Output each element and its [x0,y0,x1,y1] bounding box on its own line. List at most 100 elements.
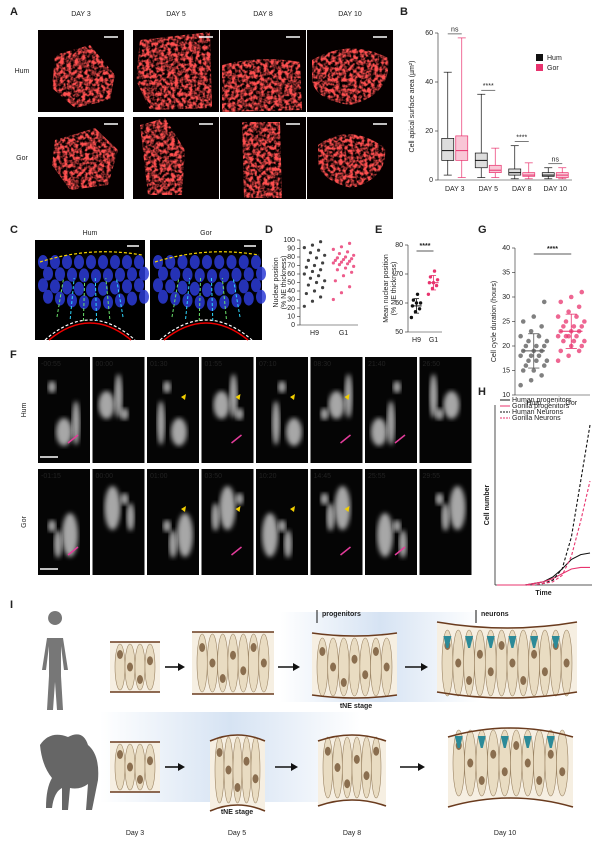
data-point [314,256,319,260]
data-point [544,358,550,364]
x-tick-label: H9 [310,330,319,337]
column-label: DAY 8 [253,11,273,18]
data-point [318,268,323,272]
box [522,172,536,177]
y-tick-label: 0 [291,322,295,329]
nucleus [122,279,132,294]
cell-nucleus [513,741,520,750]
data-point [347,285,352,289]
nucleus [62,280,72,295]
basal-surface [311,694,398,699]
nucleus [43,266,53,281]
cell-signal [449,486,466,530]
nucleus [38,255,48,269]
cell-signal [157,401,165,445]
y-tick-label: 90 [287,245,295,252]
panel-title: Gor [200,230,212,237]
data-point [544,338,550,344]
cell-signal [104,486,121,530]
panel-letter: F [10,349,17,361]
data-point [555,333,561,339]
cell-signal [171,418,187,446]
timestamp: -00:55 [41,361,61,368]
apical-surface [209,734,266,742]
box [508,168,522,176]
nucleus [226,255,237,269]
data-point [314,280,319,285]
data-point [323,279,327,283]
arrowhead [418,763,425,771]
timestamp: 07:10 [259,361,277,368]
arrow [394,434,406,444]
arrowhead [181,394,186,400]
cell-signal [56,418,72,446]
cell-signal [278,520,286,532]
neuron [508,636,517,648]
data-point [582,338,587,344]
cell-nucleus [319,647,326,656]
nucleus-line [105,277,111,320]
nucleus [110,280,120,295]
data-point [541,363,547,368]
cell-nucleus [344,779,351,789]
cell-signal [393,520,401,532]
cell [370,637,382,697]
data-point [310,243,315,247]
data-point [520,368,526,373]
cell-signal [213,391,230,419]
data-point [343,255,348,259]
cell-nucleus [250,643,257,652]
stained-tissue [52,128,118,190]
nucleus [127,291,137,306]
cell-signal [120,408,129,420]
axis-title: Cell number [484,484,491,525]
arrowhead [178,663,185,671]
y-tick-label: 40 [425,79,433,86]
apical-surface [436,621,578,629]
legend-label: Human Neurons [512,409,563,416]
y-tick-label: 0 [429,177,433,184]
nucleus [256,266,266,281]
cell-nucleus [351,654,358,664]
cell-signal [435,493,444,505]
panel-letter: E [375,224,382,236]
cell-signal [120,493,129,505]
axis-title: (% NE thickness) [281,256,288,310]
day-label: Day 5 [228,830,246,837]
nucleus [110,255,120,269]
legend-label: Gorilla progenitors [512,403,570,410]
data-point [308,251,313,255]
data-point [302,304,306,308]
cell [495,629,508,697]
nucleus [38,278,48,293]
time-lapse-frame [256,357,308,463]
nucleus [67,293,77,308]
cell [487,729,500,797]
cell-signal [163,381,171,393]
cell-nucleus [230,650,236,660]
nucleus [62,255,72,269]
nucleus [91,269,101,283]
x-tick-label: G1 [429,337,438,344]
data-point [321,261,325,265]
cell-nucleus [487,667,494,677]
cell-nucleus [466,676,473,685]
data-point [417,307,422,311]
cell-signal [272,401,280,445]
data-point [539,324,544,329]
data-point [541,299,547,305]
cell-nucleus [547,749,554,759]
data-point [518,382,523,388]
cell-signal [399,530,407,558]
data-point [526,338,531,344]
data-point [306,258,311,262]
timestamp: -01:15 [41,473,61,480]
legend-label: Hum [547,55,562,62]
arrowhead [293,663,300,671]
cell-signal [163,520,171,532]
x-tick-label: H9 [412,337,421,344]
data-point [561,324,566,329]
cell [250,736,261,804]
nucleus-line [171,277,180,318]
